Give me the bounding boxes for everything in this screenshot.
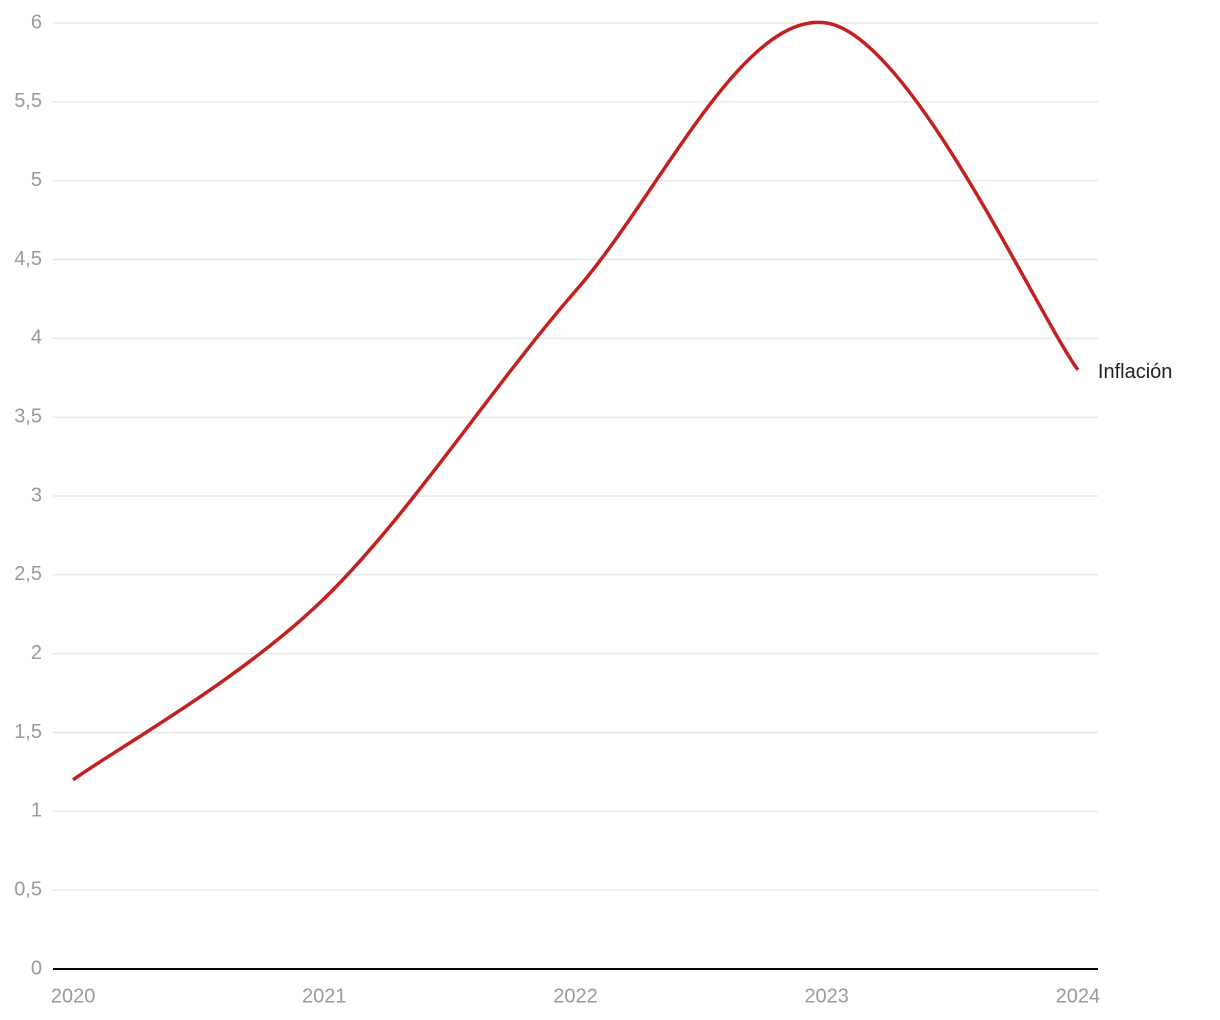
y-tick-label: 4 xyxy=(31,327,42,349)
y-tick-label: 3 xyxy=(31,484,42,506)
y-tick-label: 4,5 xyxy=(14,248,42,270)
y-tick-label: 5 xyxy=(31,169,42,191)
y-tick-label: 5,5 xyxy=(14,90,42,112)
x-tick-label: 2024 xyxy=(1056,985,1101,1007)
y-tick-label: 1 xyxy=(31,800,42,822)
y-tick-label: 2 xyxy=(31,642,42,664)
y-tick-label: 0,5 xyxy=(14,878,42,900)
y-tick-label: 1,5 xyxy=(14,721,42,743)
line xyxy=(72,20,1080,782)
y-tick-label: 3,5 xyxy=(14,405,42,427)
y-tick-label: 0 xyxy=(31,957,42,979)
x-tick-label: 2023 xyxy=(804,985,849,1007)
x-tick-label: 2022 xyxy=(553,985,598,1007)
series-label: Inflación xyxy=(1098,361,1173,383)
y-tick-label: 6 xyxy=(31,11,42,33)
x-tick-label: 2020 xyxy=(51,985,96,1007)
x-tick-label: 2021 xyxy=(302,985,347,1007)
y-tick-label: 2,5 xyxy=(14,563,42,585)
